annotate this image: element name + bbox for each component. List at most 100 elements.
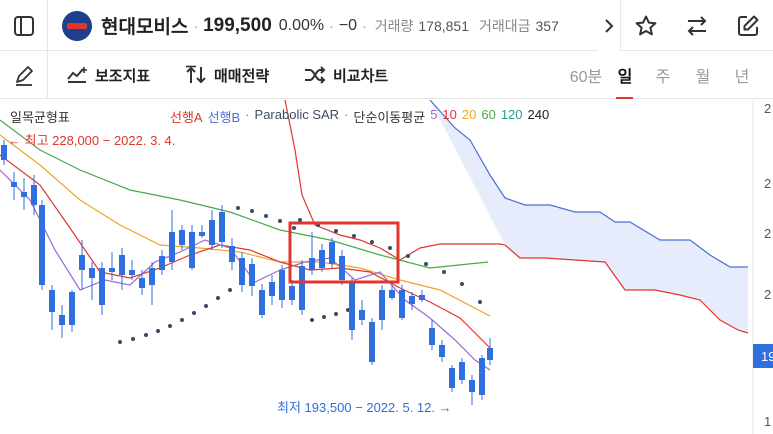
sar-dot	[278, 219, 282, 223]
symbol-info[interactable]: 현대모비스 · 199,500 0.00% · −0 · 거래량 178,851…	[48, 0, 620, 51]
candle-body	[329, 242, 335, 264]
candle-body	[99, 268, 105, 305]
high-annotation: ← 최고 228,000 − 2022. 3. 4.	[8, 133, 176, 148]
sar-dot	[334, 312, 338, 316]
candle-body	[469, 380, 475, 392]
ma20-label: 20	[461, 107, 477, 122]
ma5-label: 5	[430, 107, 438, 122]
ma-label: 단순이동평균	[353, 110, 426, 125]
swap-arrows-icon[interactable]	[685, 14, 709, 38]
legend-separator: ·	[245, 107, 250, 122]
sar-dot	[168, 324, 172, 328]
change-percent: 0.00%	[278, 16, 325, 34]
low-annotation: 최저 193,500 − 2022. 5. 12. →	[277, 400, 452, 415]
candle-body	[209, 220, 215, 245]
sar-dot	[310, 318, 314, 322]
company-logo-icon	[62, 10, 92, 41]
timeframe-month[interactable]: 월	[695, 69, 711, 86]
timeframe-day[interactable]: 일	[617, 69, 633, 86]
ma20-line	[0, 134, 491, 317]
candle-body	[39, 205, 45, 285]
ma120-label: 120	[500, 107, 523, 122]
sar-dot	[460, 282, 464, 286]
separator-dot: ·	[193, 17, 199, 34]
candle-body	[279, 270, 285, 300]
sar-dot	[298, 218, 302, 222]
candle-body	[339, 256, 345, 280]
indicators-button[interactable]: 보조지표	[66, 51, 150, 99]
candle-body	[429, 328, 435, 345]
candle-body	[59, 315, 65, 325]
sar-dot	[192, 311, 196, 315]
candle-body	[399, 290, 405, 318]
sar-dot	[118, 340, 122, 344]
top-bar: 현대모비스 · 199,500 0.00% · −0 · 거래량 178,851…	[0, 0, 773, 51]
candle-body	[439, 345, 445, 357]
sar-dot	[322, 315, 326, 319]
candle-body	[349, 282, 355, 330]
candle-body	[179, 230, 185, 245]
candle-body	[11, 182, 17, 187]
legend-separator: ·	[344, 107, 349, 122]
axis-tick: 1	[764, 414, 771, 429]
candle-body	[159, 256, 165, 270]
indicator-chart-icon	[67, 67, 87, 83]
ichimoku-legend[interactable]: 일목균형표	[10, 110, 70, 125]
candle-body	[259, 290, 265, 315]
sar-dot	[478, 300, 482, 304]
candle-body	[139, 278, 145, 288]
drawing-tool-button[interactable]	[0, 51, 48, 99]
separator-dot: ·	[329, 17, 334, 34]
chart-toolbar: 보조지표 매매전략 비교차트 60분 일 주 월 년	[0, 51, 773, 99]
span-a-line	[284, 99, 749, 334]
timeframe-year[interactable]: 년	[734, 69, 750, 86]
sar-dot	[352, 234, 356, 238]
price-chart[interactable]: 2 2 2 2 1 19 일목균형표 선행A 선행B · Parabolic S…	[0, 99, 773, 434]
sar-dot	[370, 240, 374, 244]
axis-tick: 2	[764, 287, 771, 302]
compare-chart-button[interactable]: 비교차트	[304, 51, 388, 99]
timeframe-60min[interactable]: 60분	[569, 69, 603, 86]
sar-dot	[216, 296, 220, 300]
ma10-label: 10	[442, 107, 457, 122]
axis-tick: 2	[764, 101, 771, 116]
sar-label: Parabolic SAR	[254, 107, 340, 122]
shuffle-icon	[305, 66, 326, 84]
candle-body	[49, 290, 55, 312]
sar-dot	[131, 337, 135, 341]
candle-body	[79, 255, 85, 270]
sidebar-toggle-button[interactable]	[0, 0, 48, 51]
sar-dot	[144, 333, 148, 337]
candle-body	[199, 232, 205, 236]
candle-body	[219, 212, 225, 242]
volume-value: 178,851	[418, 17, 469, 34]
change-amount: −0	[338, 16, 358, 34]
active-timeframe-indicator	[616, 97, 633, 99]
chart-canvas[interactable]: 2 2 2 2 1 19	[0, 99, 773, 434]
candle-body	[249, 264, 255, 286]
candle-body	[369, 322, 375, 362]
sar-dot	[250, 209, 254, 213]
sidebar-panel-icon	[13, 15, 35, 37]
current-price: 199,500	[203, 14, 272, 36]
candle-body	[299, 266, 305, 310]
expand-info-button[interactable]	[598, 0, 620, 51]
up-down-arrows-icon	[186, 65, 206, 84]
edit-note-icon[interactable]	[736, 14, 760, 38]
candle-body	[389, 290, 395, 298]
strategy-button[interactable]: 매매전략	[185, 51, 269, 99]
sar-dot	[406, 254, 410, 258]
timeframe-week[interactable]: 주	[655, 69, 671, 86]
current-price-tag	[753, 344, 773, 368]
candle-body	[129, 270, 135, 275]
pen-icon	[13, 64, 35, 86]
indicator-legend[interactable]: 선행A 선행B · Parabolic SAR · 단순이동평균 5 10 20…	[170, 107, 549, 126]
candle-body	[169, 232, 175, 262]
sar-dot	[228, 288, 232, 292]
trade-value-label: 거래대금	[478, 17, 531, 34]
candle-body	[31, 185, 37, 205]
candle-body	[189, 232, 195, 268]
span-a-label: 선행A	[170, 110, 203, 125]
candle-body	[229, 246, 235, 262]
favorite-star-icon[interactable]	[634, 14, 658, 38]
